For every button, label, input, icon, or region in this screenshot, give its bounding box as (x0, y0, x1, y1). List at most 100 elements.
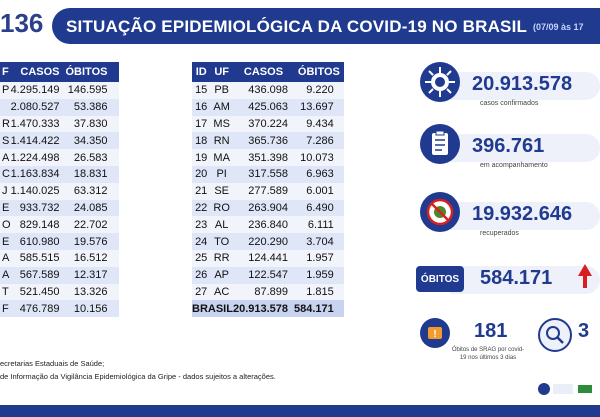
stat-bar (450, 266, 600, 294)
table-cell: 1.957 (294, 249, 344, 267)
table-row: J 1.140.025 63.312 (0, 182, 120, 200)
column-header: F (0, 62, 11, 82)
table-cell: 1.815 (294, 283, 344, 301)
table-row: 24 TO 220.290 3.704 (192, 233, 344, 250)
table-cell: 19.576 (65, 233, 120, 250)
table-cell: 3.704 (294, 233, 344, 250)
table-cell: 13.326 (65, 283, 120, 301)
table-cell: 87.899 (232, 283, 295, 301)
table-cell: 6.963 (294, 165, 344, 183)
table-cell: 436.098 (232, 82, 295, 99)
stat-recuperados: 19.932.646 recuperados (414, 192, 600, 238)
table-cell: 829.148 (10, 216, 66, 234)
table-cell (0, 98, 11, 116)
table-cell: 6.490 (294, 199, 344, 217)
magnifier-icon (538, 318, 572, 352)
table-cell: 24 (192, 233, 211, 250)
table-cell: 585.515 (10, 249, 66, 267)
table-cell: J (0, 182, 11, 200)
table-cell: 7.286 (294, 132, 344, 150)
arrow-stem (583, 276, 587, 288)
table-cell: 24.085 (65, 199, 120, 217)
table-row: C 1.163.834 18.831 (0, 165, 120, 183)
alert-icon: ! (420, 318, 450, 348)
table-row: R 1.470.333 37.830 (0, 115, 120, 133)
table-cell: A (0, 249, 11, 267)
table-row: 17 MS 370.224 9.434 (192, 115, 344, 133)
table-cell: 1.414.422 (10, 132, 66, 150)
table-row: 21 SE 277.589 6.001 (192, 182, 344, 200)
table-row: 20 PI 317.558 6.963 (192, 165, 344, 183)
table-row: 15 PB 436.098 9.220 (192, 82, 344, 99)
column-header: ÓBITOS (65, 62, 120, 82)
title-banner: SITUAÇÃO EPIDEMIOLÓGICA DA COVID-19 NO B… (52, 8, 600, 44)
stat-recuperados-value: 19.932.646 (472, 203, 573, 225)
column-header: ID (192, 62, 211, 82)
table-cell: 476.789 (10, 300, 66, 318)
table-cell: 22 (192, 199, 211, 217)
stat-bar (450, 72, 600, 100)
clipboard-icon (420, 124, 460, 164)
table-row: 26 AP 122.547 1.959 (192, 266, 344, 284)
table-cell: MA (210, 149, 233, 166)
page-title: SITUAÇÃO EPIDEMIOLÓGICA DA COVID-19 NO B… (66, 17, 528, 36)
table-cell: 6.001 (294, 182, 344, 200)
stat-obitos: ÓBITOS 584.171 (414, 256, 600, 302)
no-virus-icon (420, 192, 460, 232)
table-cell: 610.980 (10, 233, 66, 250)
table-cell: AL (210, 216, 233, 234)
ministry-logos (536, 381, 596, 399)
table-cell: 17 (192, 115, 211, 133)
footer-line-1: ecretarias Estaduais de Saúde; (0, 359, 105, 368)
table-cell: 53.386 (65, 98, 120, 116)
table-cell: 365.736 (232, 132, 295, 150)
table-cell: 567.589 (10, 266, 66, 284)
table-cell: A (0, 266, 11, 284)
stat-recuperados-label: recuperados (480, 230, 519, 237)
table-cell: AP (210, 266, 233, 284)
table-row: 16 AM 425.063 13.697 (192, 98, 344, 116)
stat-confirmados-label: casos confirmados (480, 100, 539, 107)
column-header: ÓBITOS (294, 62, 344, 82)
table-cell: 370.224 (232, 115, 295, 133)
total-obitos: 584.171 (294, 300, 344, 318)
stat-acompanhamento-label: em acompanhamento (480, 162, 548, 169)
table-cell: MS (210, 115, 233, 133)
table-cell: 34.350 (65, 132, 120, 150)
table-cell: TO (210, 233, 233, 250)
footer-line-2: de Informação da Vigilância Epidemiológi… (0, 372, 276, 381)
table-cell: E (0, 199, 11, 217)
table-cell: 18.831 (65, 165, 120, 183)
table-cell: 9.434 (294, 115, 344, 133)
table-cell: 146.595 (65, 82, 120, 99)
table-cell: AM (210, 98, 233, 116)
bottom-stats: ! 181 Óbitos de SRAG por covid-19 nos úl… (414, 318, 600, 378)
table-cell: 22.702 (65, 216, 120, 234)
table-cell: 1.140.025 (10, 182, 66, 200)
table-cell: 236.840 (232, 216, 295, 234)
summary-panel: 20.913.578 casos confirmados 396.761 em … (414, 56, 600, 376)
table-row: S 1.414.422 34.350 (0, 132, 120, 150)
total-row: BRASIL 20.913.578 584.171 (192, 300, 344, 318)
table-cell: 2.080.527 (10, 98, 66, 116)
table-cell: 10.156 (65, 300, 120, 318)
stat-bar (450, 134, 600, 162)
page-number: 136 (0, 8, 44, 38)
table-cell: 122.547 (232, 266, 295, 284)
table-cell: 15 (192, 82, 211, 99)
table-cell: 16.512 (65, 249, 120, 267)
table-cell: PI (210, 165, 233, 183)
table-cell: RO (210, 199, 233, 217)
stat-confirmados-value: 20.913.578 (472, 73, 573, 95)
table-row: A 567.589 12.317 (0, 266, 120, 284)
table-row: 23 AL 236.840 6.111 (192, 216, 344, 234)
stat-obitos-value: 584.171 (480, 267, 553, 289)
table-row: A 1.224.498 26.583 (0, 149, 120, 166)
header-bar: 136 SITUAÇÃO EPIDEMIOLÓGICA DA COVID-19 … (0, 0, 600, 46)
table-row: P 4.295.149 146.595 (0, 82, 120, 99)
table-cell: 37.830 (65, 115, 120, 133)
table-cell: S (0, 132, 11, 150)
table-cell: 20 (192, 165, 211, 183)
table-row: 19 MA 351.398 10.073 (192, 149, 344, 166)
table-cell: 12.317 (65, 266, 120, 284)
